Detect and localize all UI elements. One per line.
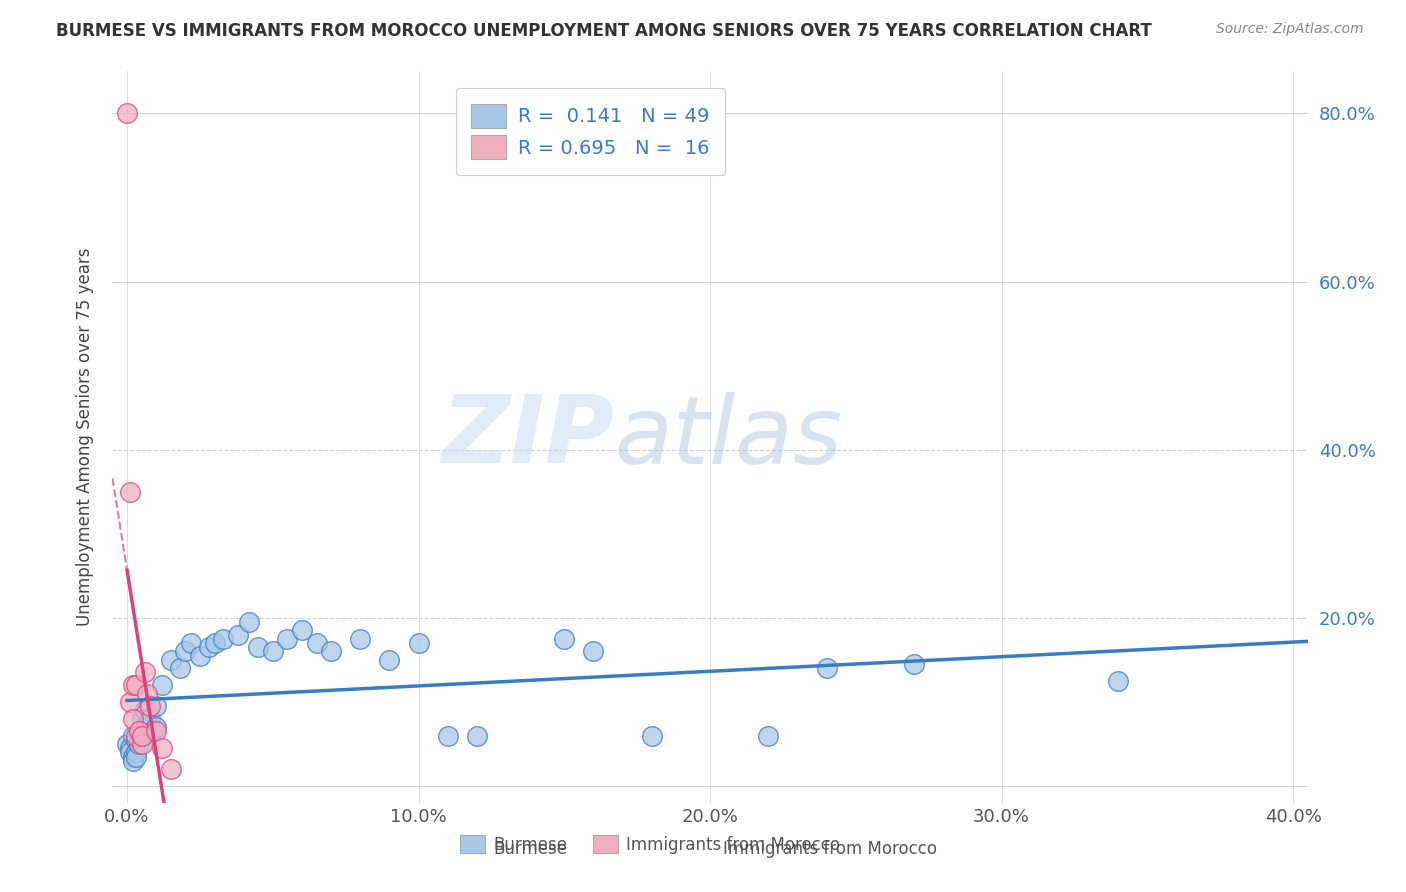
Point xyxy=(122,754,145,768)
Point xyxy=(145,699,167,714)
Y-axis label: Unemployment Among Seniors over 75 years: Unemployment Among Seniors over 75 years xyxy=(76,248,94,626)
Point xyxy=(115,106,138,120)
Point xyxy=(378,653,401,667)
Legend: Burmese, Immigrants from Morocco: Burmese, Immigrants from Morocco xyxy=(454,829,846,860)
Point xyxy=(118,741,141,756)
Point xyxy=(142,724,165,739)
Point xyxy=(134,665,156,680)
Point xyxy=(139,699,162,714)
Point xyxy=(159,653,181,667)
Point xyxy=(1107,673,1129,688)
Text: Burmese: Burmese xyxy=(494,840,568,858)
Point xyxy=(128,724,150,739)
Point xyxy=(139,712,162,726)
Point xyxy=(125,749,148,764)
Point xyxy=(122,729,145,743)
Point xyxy=(134,720,156,734)
Point xyxy=(188,648,211,663)
Point xyxy=(115,737,138,751)
Point xyxy=(125,745,148,759)
Point xyxy=(903,657,925,671)
Text: Source: ZipAtlas.com: Source: ZipAtlas.com xyxy=(1216,22,1364,37)
Point xyxy=(128,724,150,739)
Text: ZIP: ZIP xyxy=(441,391,614,483)
Point xyxy=(134,703,156,717)
Point xyxy=(204,636,226,650)
Text: Immigrants from Morocco: Immigrants from Morocco xyxy=(723,840,936,858)
Text: BURMESE VS IMMIGRANTS FROM MOROCCO UNEMPLOYMENT AMONG SENIORS OVER 75 YEARS CORR: BURMESE VS IMMIGRANTS FROM MOROCCO UNEMP… xyxy=(56,22,1152,40)
Point xyxy=(212,632,235,646)
Point xyxy=(125,732,148,747)
Point xyxy=(122,678,145,692)
Point xyxy=(641,729,664,743)
Point xyxy=(319,644,342,658)
Point xyxy=(159,762,181,776)
Point xyxy=(131,729,153,743)
Point xyxy=(465,729,488,743)
Point xyxy=(756,729,779,743)
Point xyxy=(128,737,150,751)
Point xyxy=(180,636,202,650)
Point xyxy=(169,661,191,675)
Point xyxy=(226,627,249,641)
Point xyxy=(125,678,148,692)
Point xyxy=(150,741,173,756)
Point xyxy=(305,636,328,650)
Text: atlas: atlas xyxy=(614,392,842,483)
Point xyxy=(262,644,284,658)
Point xyxy=(197,640,219,655)
Point xyxy=(136,686,159,700)
Point xyxy=(349,632,371,646)
Point xyxy=(247,640,270,655)
Point xyxy=(436,729,458,743)
Point xyxy=(131,729,153,743)
Point xyxy=(145,720,167,734)
Point xyxy=(125,729,148,743)
Point xyxy=(136,715,159,730)
Point xyxy=(122,712,145,726)
Point xyxy=(150,678,173,692)
Point xyxy=(582,644,605,658)
Point xyxy=(276,632,298,646)
Point xyxy=(145,724,167,739)
Point xyxy=(408,636,430,650)
Point xyxy=(174,644,197,658)
Point xyxy=(553,632,575,646)
Point xyxy=(131,712,153,726)
Point xyxy=(131,737,153,751)
Point xyxy=(118,484,141,499)
Point xyxy=(291,624,314,638)
Point xyxy=(118,745,141,759)
Point xyxy=(118,695,141,709)
Point xyxy=(815,661,838,675)
Point xyxy=(238,615,260,629)
Point xyxy=(122,749,145,764)
